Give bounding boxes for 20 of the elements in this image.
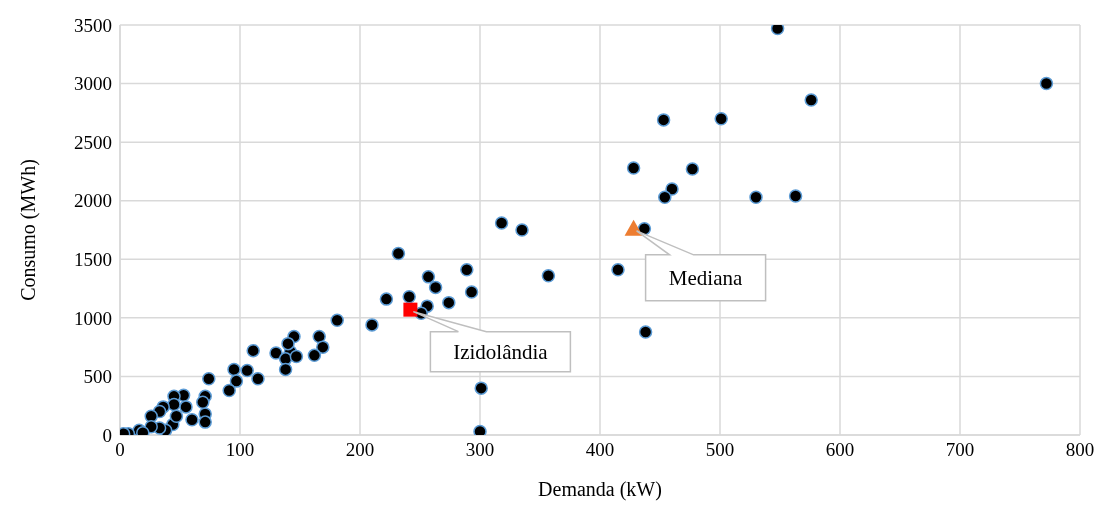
y-tick-label: 1500 bbox=[74, 249, 112, 271]
y-tick-label: 2000 bbox=[74, 190, 112, 212]
y-tick-label: 1000 bbox=[74, 307, 112, 329]
annotation: Izidolândia bbox=[453, 339, 549, 364]
x-tick-label: 500 bbox=[705, 439, 735, 461]
x-tick-label: 100 bbox=[225, 439, 255, 461]
x-tick-label: 700 bbox=[945, 439, 975, 461]
x-tick-label: 200 bbox=[345, 439, 375, 461]
x-tick-label: 800 bbox=[1065, 439, 1095, 461]
y-tick-label: 3000 bbox=[74, 73, 112, 95]
y-tick-label: 2500 bbox=[74, 131, 112, 153]
y-tick-label: 0 bbox=[102, 424, 112, 446]
y-tick-label: 3500 bbox=[74, 14, 112, 36]
x-tick-label: 600 bbox=[825, 439, 855, 461]
x-tick-label: 400 bbox=[585, 439, 615, 461]
annotation: Mediana bbox=[668, 265, 744, 290]
x-axis-title: Demanda (kW) bbox=[538, 478, 662, 501]
x-tick-label: 300 bbox=[465, 439, 495, 461]
y-axis-title: Consumo (MWh) bbox=[17, 159, 41, 301]
y-tick-label: 500 bbox=[83, 366, 112, 388]
